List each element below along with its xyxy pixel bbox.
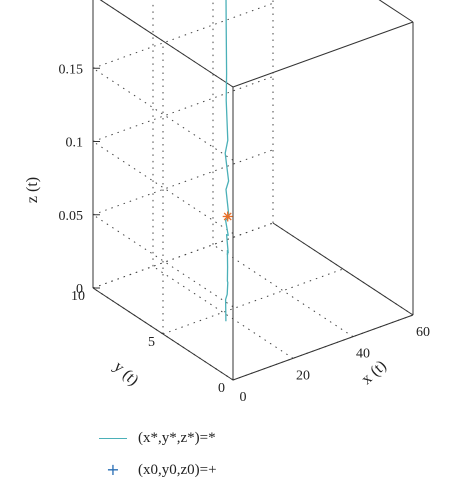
z-grid-line [92,149,274,216]
box-edge [92,287,234,381]
box-edge [232,314,414,381]
x-tick-label: 60 [416,325,430,340]
z-grid-line [92,141,234,234]
legend-entry-trajectory: (x*,y*,z*)=* [96,428,396,448]
y-grid-line [92,222,274,289]
box-edge [272,222,414,316]
trajectory-line [224,0,230,322]
legend-line-icon [96,428,130,448]
z-tick-label: 0.05 [59,209,84,224]
x-tick-label: 0 [240,390,247,405]
z-tick-label: 0.1 [66,136,84,151]
y-axis-label: y (t) [110,358,142,389]
y-tick-label: 5 [148,335,155,350]
legend-entry-initial: + (x0,y0,z0)=+ [96,460,396,480]
x-tick-label: 40 [356,347,370,362]
x-grid-line [212,244,354,338]
x-axis-label: x (t) [358,357,390,388]
z-tick-label: 0.15 [59,62,84,77]
data-series [222,0,233,322]
grid-lines [92,0,414,381]
tick-labels: 00.050.10.150.205100204060 [59,0,431,405]
z-grid-line [92,67,234,161]
z-tick-label: 0 [76,282,83,297]
marker-stroke [223,212,232,221]
legend-label: (x0,y0,z0)=+ [138,461,217,478]
box-edge [99,0,234,88]
x-tick-label: 20 [296,368,310,383]
y-tick-label: 0 [218,381,225,396]
x-grid-line [152,265,294,359]
legend-label: (x*,y*,z*)=* [138,429,216,446]
y-grid-line [162,268,344,335]
z-tick-label: 0.2 [66,0,84,4]
y-tick-label: 10 [71,289,85,304]
equilibrium-point-marker [222,211,233,222]
box-edge [378,0,414,23]
axes-box [92,0,414,381]
legend: (x*,y*,z*)=* + (x0,y0,z0)=+ [96,428,396,492]
legend-plus-icon: + [106,460,120,479]
z-grid-line [92,76,274,142]
box-edge [232,21,414,88]
z-axis-label: z (t) [24,177,41,203]
